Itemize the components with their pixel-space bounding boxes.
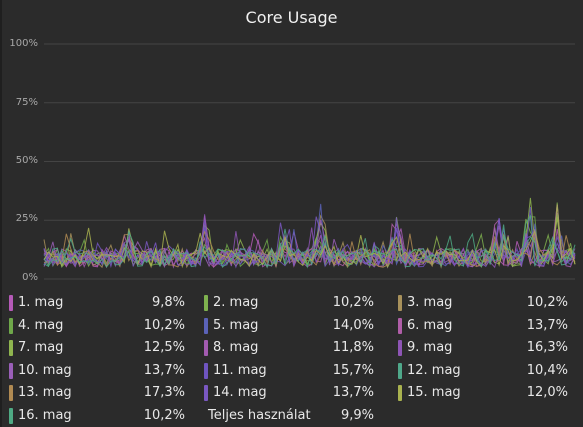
legend-label: 6. mag xyxy=(407,317,453,333)
legend-label: 13. mag xyxy=(18,385,72,400)
panel-edge xyxy=(0,0,2,427)
legend-swatch xyxy=(398,317,402,334)
legend-value: 16,3% xyxy=(526,340,568,355)
legend-swatch xyxy=(9,317,13,334)
legend-swatch xyxy=(9,385,13,401)
legend-total-value: 9,9% xyxy=(340,407,374,423)
series-line-14 xyxy=(43,216,576,269)
legend-item[interactable]: 11. mag 15,7% xyxy=(204,360,374,382)
legend-swatch xyxy=(398,362,402,379)
legend-item[interactable]: 1. mag 9,8% xyxy=(9,292,185,314)
legend-label: 2. mag xyxy=(213,295,259,310)
legend-value: 9,8% xyxy=(151,295,185,310)
legend-label: 4. mag xyxy=(18,317,64,333)
legend-swatch xyxy=(9,407,13,424)
legend-swatch xyxy=(9,340,13,356)
legend-value: 14,0% xyxy=(332,317,374,333)
legend-swatch xyxy=(398,295,402,311)
plot-area xyxy=(43,43,576,280)
series-line-13 xyxy=(43,230,576,268)
legend-swatch xyxy=(9,295,13,311)
legend: 1. mag 9,8% 2. mag 10,2% 3. mag 10,2% 4. mag 10… xyxy=(0,290,583,427)
legend-label: 12. mag xyxy=(407,362,461,378)
legend-label: 5. mag xyxy=(213,317,259,333)
legend-item[interactable]: 9. mag 16,3% xyxy=(398,337,568,359)
legend-item[interactable]: 16. mag 10,2% xyxy=(9,405,185,427)
legend-label: 3. mag xyxy=(407,295,453,310)
legend-value: 15,7% xyxy=(332,362,374,378)
legend-total: Teljes használat 9,9% xyxy=(204,405,374,427)
legend-value: 10,2% xyxy=(526,295,568,310)
legend-label: 16. mag xyxy=(18,407,72,423)
legend-value: 10,4% xyxy=(526,362,568,378)
core-usage-chart: 100% 75% 50% 25% 0% xyxy=(0,30,583,290)
legend-value: 10,2% xyxy=(143,407,185,423)
legend-label: 9. mag xyxy=(407,340,453,355)
legend-swatch xyxy=(204,295,208,311)
legend-swatch xyxy=(204,385,208,401)
y-tick-label: 75% xyxy=(15,97,38,108)
legend-swatch xyxy=(398,340,402,356)
legend-value: 10,2% xyxy=(143,317,185,333)
legend-value: 13,7% xyxy=(143,362,185,378)
legend-item[interactable]: 3. mag 10,2% xyxy=(398,292,568,314)
legend-label: 11. mag xyxy=(213,362,267,378)
legend-label: 8. mag xyxy=(213,340,259,355)
series-line-16 xyxy=(43,229,576,269)
legend-item[interactable]: 13. mag 17,3% xyxy=(9,382,185,404)
legend-total-label: Teljes használat xyxy=(208,407,311,423)
legend-label: 15. mag xyxy=(407,385,461,400)
legend-item[interactable]: 5. mag 14,0% xyxy=(204,315,374,337)
y-tick-label: 0% xyxy=(22,272,38,283)
legend-label: 10. mag xyxy=(18,362,72,378)
legend-value: 13,7% xyxy=(332,385,374,400)
legend-item[interactable]: 10. mag 13,7% xyxy=(9,360,185,382)
legend-swatch xyxy=(204,317,208,334)
legend-value: 17,3% xyxy=(143,385,185,400)
legend-item[interactable]: 8. mag 11,8% xyxy=(204,337,374,359)
legend-value: 12,5% xyxy=(143,340,185,355)
y-tick-label: 25% xyxy=(15,213,38,224)
legend-label: 7. mag xyxy=(18,340,64,355)
panel-title: Core Usage xyxy=(245,8,338,27)
legend-value: 11,8% xyxy=(332,340,374,355)
legend-label: 14. mag xyxy=(213,385,267,400)
legend-swatch xyxy=(204,362,208,379)
legend-item[interactable]: 7. mag 12,5% xyxy=(9,337,185,359)
legend-value: 13,7% xyxy=(526,317,568,333)
legend-item[interactable]: 4. mag 10,2% xyxy=(9,315,185,337)
series-line-9 xyxy=(43,214,576,269)
legend-swatch xyxy=(398,385,402,401)
legend-value: 10,2% xyxy=(332,295,374,310)
legend-item[interactable]: 12. mag 10,4% xyxy=(398,360,568,382)
legend-item[interactable]: 15. mag 12,0% xyxy=(398,382,568,404)
legend-item[interactable]: 2. mag 10,2% xyxy=(204,292,374,314)
legend-item[interactable]: 14. mag 13,7% xyxy=(204,382,374,404)
legend-value: 12,0% xyxy=(526,385,568,400)
legend-item[interactable]: 6. mag 13,7% xyxy=(398,315,568,337)
legend-swatch xyxy=(204,340,208,356)
y-tick-label: 50% xyxy=(15,155,38,166)
y-tick-label: 100% xyxy=(9,38,38,49)
legend-swatch xyxy=(9,362,13,379)
legend-label: 1. mag xyxy=(18,295,64,310)
